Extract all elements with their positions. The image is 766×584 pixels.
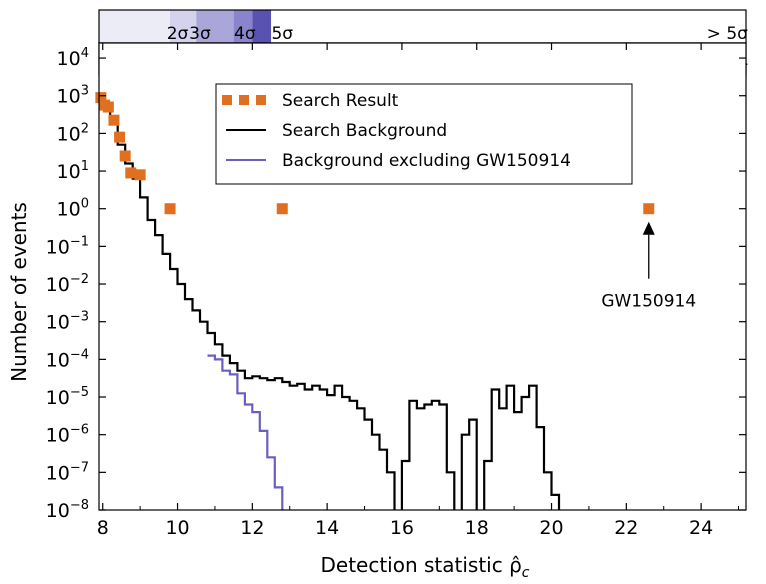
plot-border (98, 42, 747, 511)
x-tick-label: 12 (240, 517, 264, 539)
series-search-background (99, 98, 561, 510)
annotation-arrow-head (642, 221, 655, 235)
y-tick-label: 10−6 (46, 423, 89, 447)
legend-entry-search-background: Search Background (226, 121, 447, 141)
legend-marker-square (239, 95, 249, 105)
data-point-search-result (102, 101, 114, 113)
band-region (99, 10, 171, 43)
y-tick-label-exponent: −2 (70, 272, 89, 287)
y-tick-label-base: 10 (46, 387, 70, 409)
x-axis-title: Detection statistic ρ̂c (320, 553, 529, 581)
data-point-search-result (134, 169, 146, 181)
y-tick-label-base: 10 (46, 425, 70, 447)
data-point-search-result (164, 203, 176, 215)
y-axis-ticks: 10−810−710−610−510−410−310−210−110010110… (46, 46, 746, 522)
data-point-search-result (114, 131, 126, 143)
x-tick-label: 10 (165, 517, 189, 539)
gw150914-annotation: GW150914 (601, 221, 696, 312)
band-label: 2σ (167, 24, 189, 44)
legend-box (215, 83, 633, 185)
x-tick-label: 20 (539, 517, 563, 539)
y-tick-label: 10−5 (46, 385, 89, 409)
y-tick-label-exponent: 1 (81, 159, 89, 174)
y-tick-label-exponent: −8 (70, 498, 89, 513)
legend-marker-square (222, 95, 232, 105)
data-point-search-result (643, 203, 655, 215)
y-tick-label: 100 (57, 197, 89, 221)
y-tick-label-base: 10 (46, 349, 70, 371)
y-tick-label-exponent: −5 (70, 385, 89, 400)
x-tick-label: 24 (689, 517, 713, 539)
legend-entry-excluding: Background excluding GW150914 (226, 151, 571, 171)
y-tick-label-base: 10 (46, 236, 70, 258)
y-axis-title: Number of events (7, 202, 31, 382)
y-tick-label-exponent: −6 (70, 423, 89, 438)
x-tick-label: 16 (390, 517, 414, 539)
x-tick-label: 14 (315, 517, 339, 539)
series-background-excluding-gw150914 (207, 354, 284, 510)
y-tick-label-base: 10 (46, 500, 70, 522)
band-label: 3σ (189, 24, 211, 44)
band-region (196, 10, 234, 43)
y-tick-label-base: 10 (46, 462, 70, 484)
x-tick-label: 18 (465, 517, 489, 539)
y-tick-label-base: 10 (57, 48, 81, 70)
y-tick-label-exponent: 0 (81, 197, 89, 212)
significance-band-upper: 2σ 3σ 4σ 5σ > 5σ (98, 9, 748, 44)
y-tick-label: 102 (57, 121, 89, 145)
legend-entry-search-result: Search Result (222, 91, 399, 111)
line-search-background (99, 98, 561, 510)
legend-label: Search Result (282, 91, 399, 111)
y-tick-label-exponent: 4 (81, 46, 89, 61)
y-tick-label-base: 10 (46, 274, 70, 296)
data-point-search-result (95, 92, 107, 104)
y-tick-label: 104 (57, 46, 89, 70)
data-point-search-result (125, 167, 137, 179)
y-tick-label: 10−8 (46, 498, 89, 522)
band-label: 4σ (234, 24, 256, 44)
y-tick-label-exponent: −1 (70, 234, 89, 249)
band-region (233, 10, 253, 43)
y-tick-label-exponent: 2 (81, 121, 89, 136)
line-background-excluding-gw150914 (207, 354, 284, 510)
y-tick-label-exponent: 3 (81, 84, 89, 99)
y-tick-label: 10−4 (46, 347, 89, 371)
y-tick-label-base: 10 (57, 123, 81, 145)
x-tick-label: 8 (97, 517, 109, 539)
data-point-search-result (276, 203, 288, 215)
data-point-search-result (119, 150, 131, 162)
y-tick-label: 10−7 (46, 460, 89, 484)
x-axis-title-subscript: c (522, 565, 530, 581)
y-tick-label-exponent: −4 (70, 347, 89, 362)
y-tick-label-base: 10 (57, 161, 81, 183)
y-tick-label: 10−3 (46, 310, 89, 334)
legend: Search Result Search Background Backgrou… (215, 83, 633, 185)
band-region (170, 10, 197, 43)
y-tick-label: 101 (57, 159, 89, 183)
y-tick-label: 10−1 (46, 234, 89, 258)
y-tick-label-base: 10 (57, 86, 81, 108)
y-tick-label: 103 (57, 84, 89, 108)
y-tick-label-exponent: −3 (70, 310, 89, 325)
series-search-result (95, 92, 655, 215)
band-label: > 5σ (707, 24, 748, 44)
x-tick-label: 22 (614, 517, 638, 539)
y-tick-label: 10−2 (46, 272, 89, 296)
y-tick-label-base: 10 (57, 199, 81, 221)
band-region (252, 10, 272, 43)
legend-label: Background excluding GW150914 (282, 151, 571, 171)
legend-marker-square (256, 95, 266, 105)
legend-label: Search Background (282, 121, 447, 141)
y-tick-label-base: 10 (46, 312, 70, 334)
annotation-label: GW150914 (601, 292, 696, 312)
x-axis-ticks: 8 10 12 14 16 18 20 22 24 (97, 43, 740, 539)
data-point-search-result (108, 114, 120, 126)
band-label: 5σ (271, 24, 293, 44)
x-axis-title-main: Detection statistic ρ̂ (320, 553, 521, 577)
y-tick-label-exponent: −7 (70, 460, 89, 475)
